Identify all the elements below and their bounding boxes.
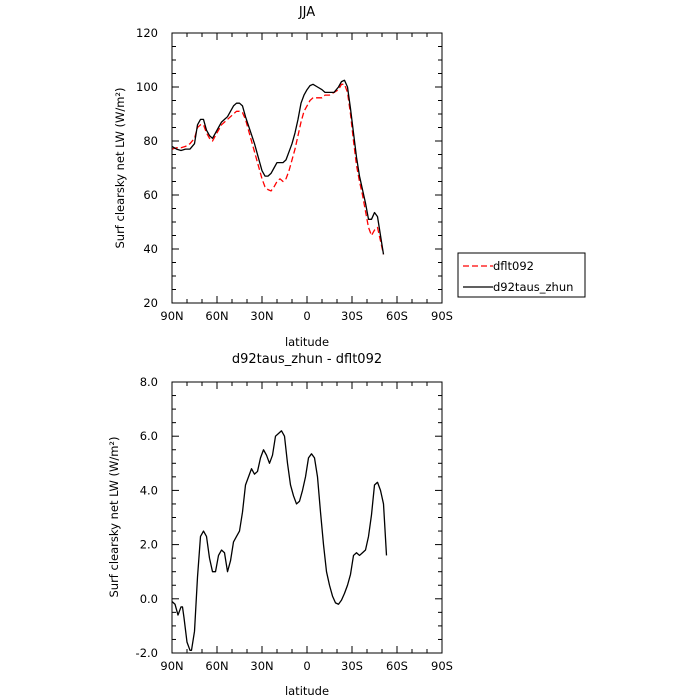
x-tick-label: 60S bbox=[386, 659, 408, 673]
y-tick-label: 40 bbox=[143, 242, 158, 256]
y-tick-label: 20 bbox=[143, 296, 158, 310]
y-tick-label: 2.0 bbox=[140, 538, 158, 552]
series-line-d92taus-zhun bbox=[171, 79, 385, 255]
x-tick-label: 0 bbox=[303, 309, 310, 323]
y-tick-label: 4.0 bbox=[140, 483, 158, 497]
top-chart-ticks: 90N 60N 30N 0 30S 60S 90S 20 40 60 80 100 120 bbox=[136, 26, 453, 323]
x-tick-label: 60N bbox=[205, 659, 228, 673]
legend: dflt092 d92taus_zhun bbox=[457, 252, 586, 298]
x-tick-label: 60S bbox=[386, 309, 408, 323]
x-tick-label: 90S bbox=[431, 659, 453, 673]
x-tick-label: 90N bbox=[160, 309, 183, 323]
top-plot-frame bbox=[171, 32, 443, 304]
bottom-chart-title: d92taus_zhun - dflt092 bbox=[232, 352, 382, 367]
x-tick-label: 90S bbox=[431, 309, 453, 323]
top-chart-series-group bbox=[171, 79, 385, 255]
top-x-axis-label: latitude bbox=[285, 335, 329, 349]
series-line-dflt092 bbox=[171, 83, 385, 255]
series-line-difference bbox=[171, 430, 388, 651]
x-tick-label: 30N bbox=[250, 309, 273, 323]
bottom-x-axis-label: latitude bbox=[285, 684, 329, 698]
x-tick-label: 60N bbox=[205, 309, 228, 323]
bottom-chart-panel: d92taus_zhun - dflt092 90N 60N 30N 0 30S 60S 9… bbox=[107, 352, 453, 698]
y-tick-label: 8.0 bbox=[140, 375, 158, 389]
top-chart-panel: JJA 90N 60N 30N 0 30S 60S 90S 20 40 60 80 100 120 la… bbox=[113, 5, 453, 349]
x-tick-label: 30S bbox=[341, 659, 363, 673]
bottom-y-axis-label: Surf clearsky net LW (W/m²) bbox=[107, 436, 121, 597]
bottom-chart-ticks: 90N 60N 30N 0 30S 60S 90S -2.0 0.0 2.0 4.0 6.0 8.0 bbox=[136, 375, 453, 673]
y-tick-label: 60 bbox=[143, 188, 158, 202]
x-tick-label: 90N bbox=[160, 659, 183, 673]
y-tick-label: 100 bbox=[136, 80, 158, 94]
x-tick-label: 30S bbox=[341, 309, 363, 323]
bottom-plot-frame bbox=[171, 381, 443, 654]
bottom-chart-series-group bbox=[171, 430, 388, 651]
y-tick-label: -2.0 bbox=[136, 646, 158, 660]
x-tick-label: 30N bbox=[250, 659, 273, 673]
y-tick-label: 6.0 bbox=[140, 429, 158, 443]
y-tick-label: 120 bbox=[136, 26, 158, 40]
y-tick-label: 80 bbox=[143, 134, 158, 148]
top-y-axis-label: Surf clearsky net LW (W/m²) bbox=[113, 87, 127, 248]
x-tick-label: 0 bbox=[303, 659, 310, 673]
legend-box bbox=[457, 252, 586, 298]
legend-label-d92taus-zhun: d92taus_zhun bbox=[493, 280, 573, 294]
legend-label-dflt092: dflt092 bbox=[493, 259, 534, 273]
top-chart-title: JJA bbox=[298, 5, 315, 20]
y-tick-label: 0.0 bbox=[140, 592, 158, 606]
